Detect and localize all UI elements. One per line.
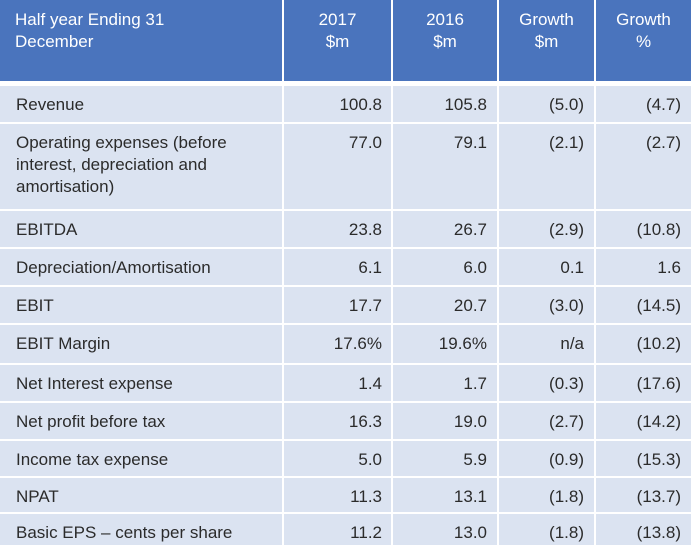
cell-growth-pct: (17.6) [596,365,691,401]
table-row: Basic EPS – cents per share 11.2 13.0 (1.8)… [0,514,691,545]
header-growth-m: Growth $m [499,0,594,81]
table-row: EBIT 17.7 20.7 (3.0) (14.5) [0,287,691,323]
header-2017: 2017 $m [284,0,391,81]
row-label-line: Net profit before tax [16,412,166,431]
header-growth-pct-title: Growth [616,10,671,29]
cell-growth-pct: (15.3) [596,441,691,476]
header-period-line-2: December [15,32,94,51]
row-label-line: EBITDA [16,220,78,239]
cell-2017: 77.0 [284,124,391,209]
cell-growth-pct: (10.2) [596,325,691,363]
cell-2017: 100.8 [284,86,391,122]
cell-growth-pct: (14.5) [596,287,691,323]
cell-2016: 20.7 [393,287,497,323]
header-2016-unit: $m [433,32,457,51]
table-row: Depreciation/Amortisation 6.1 6.0 0.1 1.6 [0,249,691,285]
row-label: Income tax expense [0,441,282,476]
row-label: Depreciation/Amortisation [0,249,282,285]
cell-2016: 13.1 [393,478,497,512]
row-label-line: Net Interest expense [16,374,173,393]
cell-2017: 1.4 [284,365,391,401]
row-label-line: Basic EPS – cents per share [16,523,233,542]
row-label: EBIT [0,287,282,323]
cell-2016: 26.7 [393,211,497,247]
row-label: NPAT [0,478,282,512]
table-row: Income tax expense 5.0 5.9 (0.9) (15.3) [0,441,691,476]
table-row: EBITDA 23.8 26.7 (2.9) (10.8) [0,211,691,247]
cell-growth-m: (0.9) [499,441,594,476]
row-label-line: Revenue [16,95,85,114]
table-row: Operating expenses (before interest, depr… [0,124,691,209]
cell-growth-pct: (2.7) [596,124,691,209]
row-label: Basic EPS – cents per share [0,514,282,545]
cell-growth-m: (1.8) [499,514,594,545]
row-label-line: Depreciation/Amortisation [16,258,211,277]
cell-growth-m: (0.3) [499,365,594,401]
cell-2016: 5.9 [393,441,497,476]
cell-2016: 19.6% [393,325,497,363]
table-header-row: Half year Ending 31 December 2017 $m 201… [0,0,691,81]
cell-growth-pct: (13.7) [596,478,691,512]
table-row: Net Interest expense 1.4 1.7 (0.3) (17.6) [0,365,691,401]
cell-growth-m: 0.1 [499,249,594,285]
cell-2017: 23.8 [284,211,391,247]
cell-growth-pct: (4.7) [596,86,691,122]
row-label: Revenue [0,86,282,122]
table-row: NPAT 11.3 13.1 (1.8) (13.7) [0,478,691,512]
cell-growth-pct: (10.8) [596,211,691,247]
cell-2017: 17.7 [284,287,391,323]
header-growth-pct: Growth % [596,0,691,81]
cell-2016: 13.0 [393,514,497,545]
cell-2016: 79.1 [393,124,497,209]
row-label: EBITDA [0,211,282,247]
cell-2016: 105.8 [393,86,497,122]
header-growth-m-title: Growth [519,10,574,29]
header-period: Half year Ending 31 December [0,0,282,81]
cell-2016: 6.0 [393,249,497,285]
cell-growth-pct: (14.2) [596,403,691,439]
cell-2017: 17.6% [284,325,391,363]
header-2017-year: 2017 [318,10,357,29]
header-2016: 2016 $m [393,0,497,81]
cell-growth-m: n/a [499,325,594,363]
header-growth-m-unit: $m [534,32,559,51]
row-label: Net profit before tax [0,403,282,439]
cell-2017: 16.3 [284,403,391,439]
row-label: Net Interest expense [0,365,282,401]
cell-2017: 5.0 [284,441,391,476]
cell-growth-pct: (13.8) [596,514,691,545]
cell-growth-pct: 1.6 [596,249,691,285]
row-label-line: Operating expenses (before [16,133,227,152]
cell-2017: 11.2 [284,514,391,545]
header-2017-unit: $m [325,32,350,51]
row-label-line: interest, depreciation and [16,155,207,174]
row-label-line: NPAT [16,487,59,506]
row-label-line: Income tax expense [16,450,169,469]
row-label-line: EBIT Margin [16,334,111,353]
cell-growth-m: (2.1) [499,124,594,209]
table-row: Net profit before tax 16.3 19.0 (2.7) (14.2) [0,403,691,439]
table-row: EBIT Margin 17.6% 19.6% n/a (10.2) [0,325,691,363]
cell-growth-m: (5.0) [499,86,594,122]
header-2016-year: 2016 [426,10,464,29]
cell-growth-m: (2.7) [499,403,594,439]
cell-2017: 11.3 [284,478,391,512]
cell-2017: 6.1 [284,249,391,285]
row-label-line: EBIT [16,296,54,315]
cell-growth-m: (2.9) [499,211,594,247]
cell-growth-m: (1.8) [499,478,594,512]
row-label: EBIT Margin [0,325,282,363]
cell-growth-m: (3.0) [499,287,594,323]
row-label-line: amortisation) [16,177,115,196]
header-growth-pct-unit: % [635,32,652,51]
table-row: Revenue 100.8 105.8 (5.0) (4.7) [0,86,691,122]
row-label: Operating expenses (before interest, depr… [0,124,282,209]
cell-2016: 19.0 [393,403,497,439]
cell-2016: 1.7 [393,365,497,401]
header-period-line-1: Half year Ending 31 [15,10,165,29]
